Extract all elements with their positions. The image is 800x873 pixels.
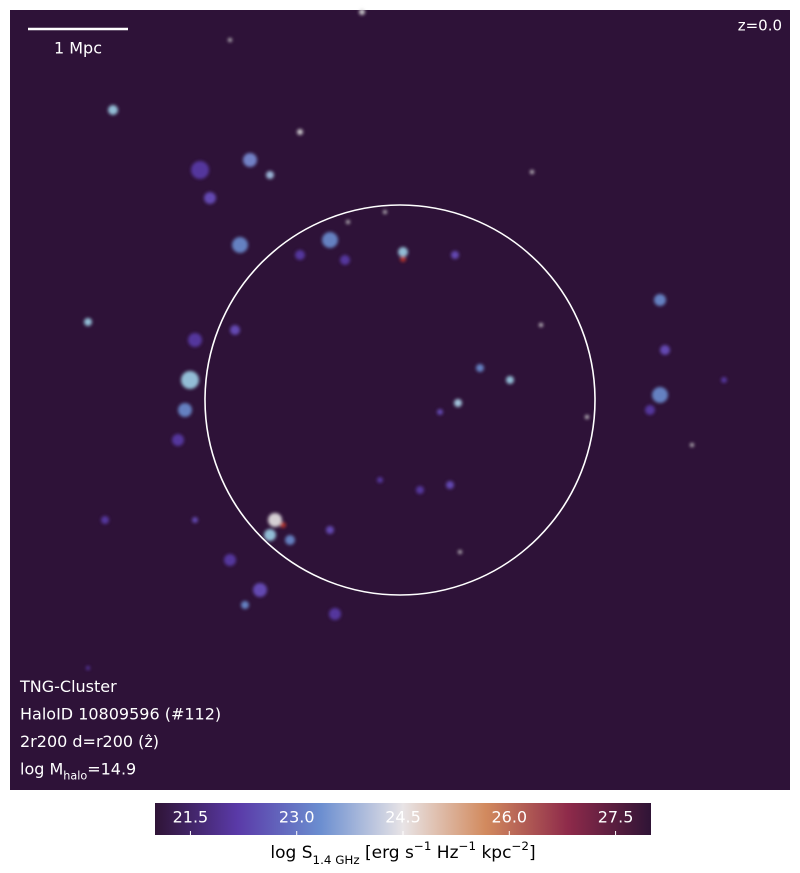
emission-blob bbox=[181, 371, 199, 389]
emission-blob bbox=[191, 161, 209, 179]
emission-blob bbox=[721, 377, 727, 383]
emission-blob bbox=[241, 601, 249, 609]
colorbar-tick-label: 26.0 bbox=[491, 808, 527, 827]
emission-blob bbox=[232, 237, 248, 253]
text-part: Hz bbox=[431, 843, 458, 863]
text-part: −1 bbox=[414, 839, 432, 853]
emission-blob bbox=[476, 364, 484, 372]
text-part: HaloID 10809596 (#112) bbox=[20, 704, 221, 723]
text-part: ] bbox=[529, 843, 536, 863]
emission-blob bbox=[253, 583, 267, 597]
emission-blob bbox=[539, 323, 543, 327]
emission-blob bbox=[400, 256, 406, 262]
emission-blob bbox=[280, 522, 286, 528]
emission-blob bbox=[437, 409, 443, 415]
text-part: kpc bbox=[476, 843, 511, 863]
emission-blob bbox=[346, 220, 350, 224]
emission-blob bbox=[383, 210, 387, 214]
annotation: 2r200 d=r200 (ẑ) bbox=[20, 732, 159, 751]
emission-blob bbox=[359, 9, 365, 15]
emission-blob bbox=[652, 387, 668, 403]
colorbar-tick-label: 24.5 bbox=[385, 808, 421, 827]
text-part: =14.9 bbox=[87, 759, 136, 778]
emission-blob bbox=[172, 434, 184, 446]
text-part: log S bbox=[270, 843, 312, 863]
colorbar-tick-label: 23.0 bbox=[279, 808, 315, 827]
emission-blob bbox=[188, 333, 202, 347]
emission-blob bbox=[377, 477, 383, 483]
emission-blob bbox=[266, 171, 274, 179]
text-part: −1 bbox=[459, 839, 477, 853]
text-part: 2r200 d=r200 ( bbox=[20, 732, 144, 751]
emission-blob bbox=[295, 250, 305, 260]
emission-blob bbox=[228, 38, 232, 42]
r200-circle bbox=[204, 204, 596, 596]
emission-blob bbox=[329, 608, 341, 620]
emission-blob bbox=[398, 247, 408, 257]
emission-blob bbox=[506, 376, 514, 384]
text-part: TNG-Cluster bbox=[19, 677, 117, 696]
text-part: halo bbox=[63, 769, 87, 782]
text-part: ) bbox=[153, 732, 159, 751]
annotation: HaloID 10809596 (#112) bbox=[20, 704, 221, 723]
text-part: [erg s bbox=[360, 843, 414, 863]
emission-blob bbox=[690, 443, 694, 447]
emission-blob bbox=[264, 529, 276, 541]
text-part: 1.4 GHz bbox=[313, 853, 360, 867]
colorbar-label: log S1.4 GHz [erg s−1 Hz−1 kpc−2] bbox=[270, 839, 535, 867]
redshift-label: z=0.0 bbox=[738, 17, 782, 35]
colorbar-tick-label: 27.5 bbox=[598, 808, 634, 827]
emission-blob bbox=[243, 153, 257, 167]
map-background bbox=[10, 10, 790, 790]
emission-blob bbox=[204, 192, 216, 204]
emission-blob bbox=[268, 513, 282, 527]
emission-blob bbox=[108, 105, 118, 115]
scale-bar-label: 1 Mpc bbox=[54, 39, 102, 58]
emission-blob bbox=[645, 405, 655, 415]
emission-blob bbox=[230, 325, 240, 335]
emission-blob bbox=[451, 251, 459, 259]
text-part: −2 bbox=[511, 839, 529, 853]
emission-blob bbox=[654, 294, 666, 306]
emission-blob bbox=[322, 232, 338, 248]
emission-blob bbox=[297, 129, 303, 135]
emission-blob bbox=[101, 516, 109, 524]
emission-map bbox=[84, 9, 727, 670]
colorbar-tick-label: 21.5 bbox=[173, 808, 209, 827]
emission-blob bbox=[585, 415, 589, 419]
emission-blob bbox=[454, 399, 462, 407]
colorbar bbox=[155, 803, 651, 835]
emission-blob bbox=[326, 526, 334, 534]
emission-blob bbox=[530, 170, 534, 174]
emission-blob bbox=[285, 535, 295, 545]
annotation: TNG-Cluster bbox=[19, 677, 117, 696]
text-part: log M bbox=[20, 759, 63, 778]
text-part: ẑ bbox=[144, 732, 152, 751]
annotations: TNG-Cluster HaloID 10809596 (#112) 2r200 d… bbox=[19, 677, 221, 783]
emission-blob bbox=[192, 517, 198, 523]
emission-blob bbox=[178, 403, 192, 417]
emission-blob bbox=[84, 318, 92, 326]
emission-blob bbox=[224, 554, 236, 566]
annotation: log Mhalo=14.9 bbox=[20, 759, 136, 782]
colorbar-ticks: 21.5 23.0 24.5 26.0 27.5 bbox=[173, 808, 634, 835]
emission-blob bbox=[660, 345, 670, 355]
emission-blob bbox=[458, 550, 462, 554]
emission-blob bbox=[340, 255, 350, 265]
emission-blob bbox=[86, 666, 90, 670]
emission-blob bbox=[446, 481, 454, 489]
emission-blob bbox=[416, 486, 424, 494]
